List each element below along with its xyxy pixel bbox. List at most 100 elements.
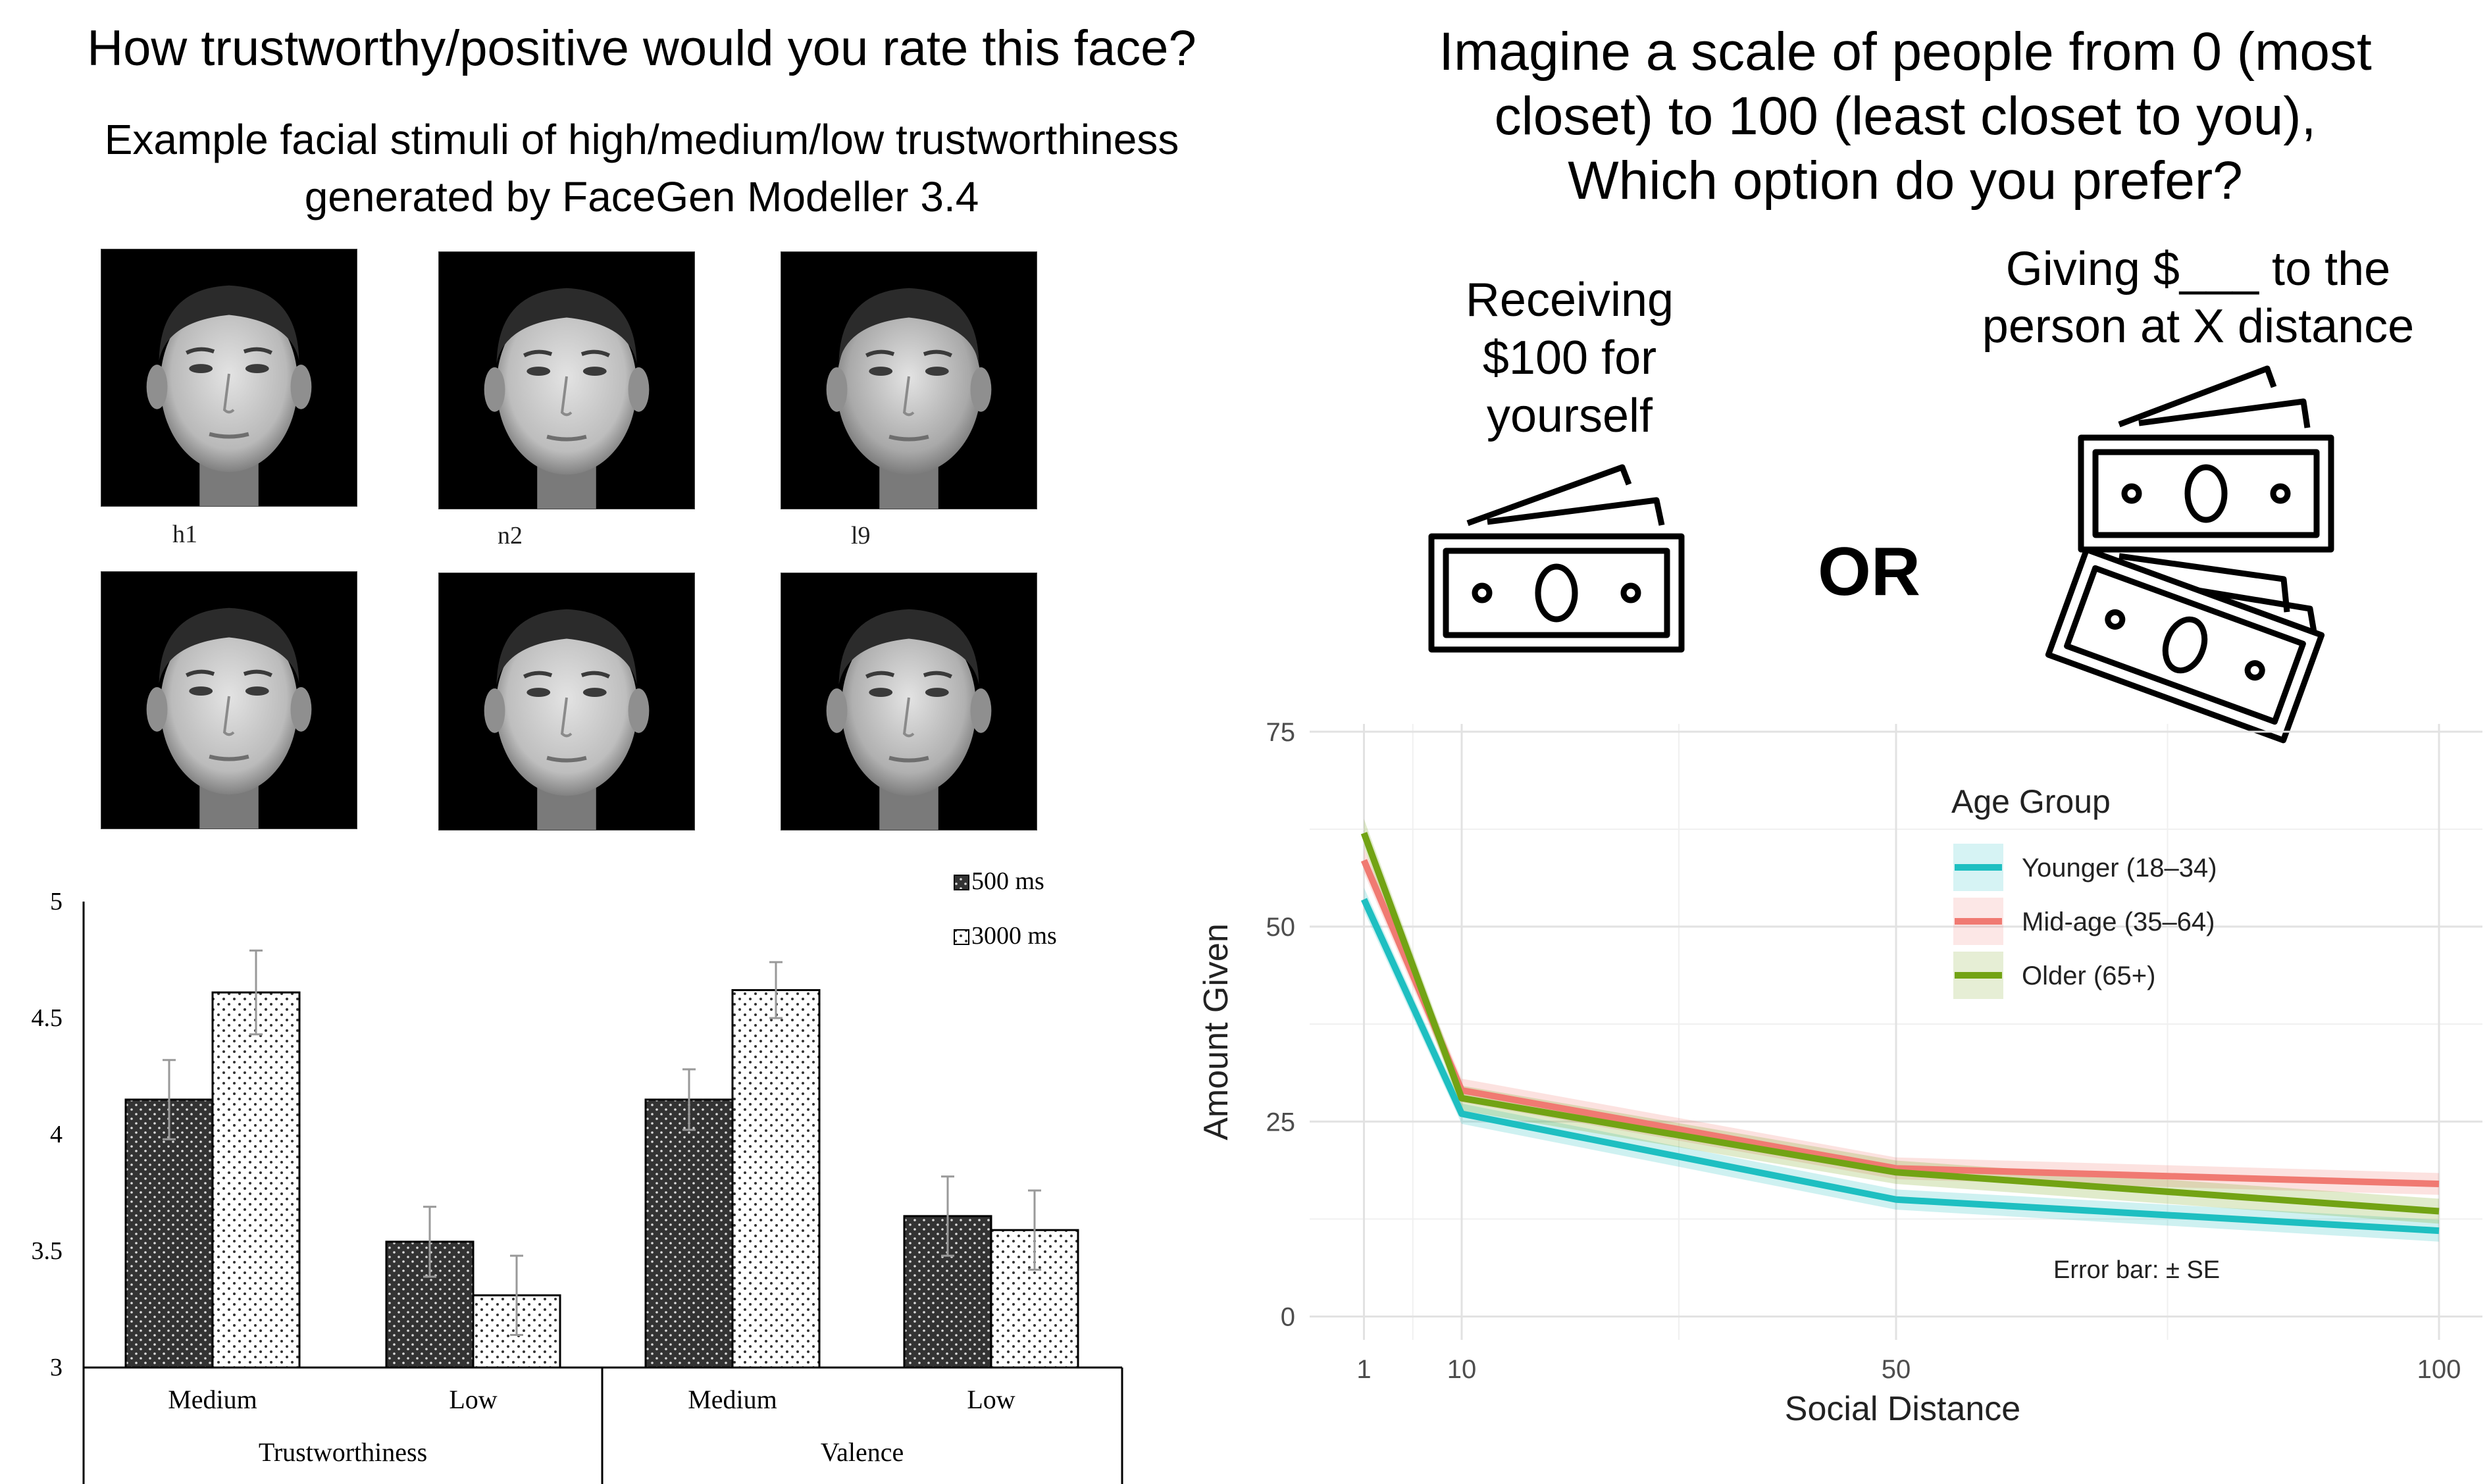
face-label-n2: n2 bbox=[498, 522, 523, 550]
stimuli-caption-line1: Example facial stimuli of high/medium/lo… bbox=[104, 116, 1179, 163]
face-neck bbox=[537, 782, 596, 830]
legend-title: Age Group bbox=[1951, 783, 2111, 820]
face-hair bbox=[159, 607, 299, 684]
series-line bbox=[1360, 832, 2440, 1215]
face-brow-left bbox=[185, 347, 215, 355]
line-chart: 0 25 50 75 1 10 50 100 Social Distance Amount Giv… bbox=[1197, 718, 2482, 1428]
bar-y-tick-label: 3.5 bbox=[32, 1237, 63, 1265]
face-brow-left bbox=[185, 669, 215, 677]
face-mouth bbox=[888, 434, 929, 442]
face-eye-left bbox=[189, 686, 213, 696]
right-question-line1: Imagine a scale of people from 0 (most bbox=[1439, 22, 2372, 82]
bar-category-label: Medium bbox=[688, 1385, 777, 1414]
right-question-line2: closet) to 100 (least closet to you), bbox=[1494, 86, 2317, 146]
line-y-tick-label: 0 bbox=[1281, 1302, 1295, 1331]
face-mouth bbox=[209, 754, 249, 761]
line-x-tick-label: 1 bbox=[1356, 1355, 1371, 1384]
bar-legend-swatch bbox=[954, 929, 969, 945]
series-line bbox=[1360, 859, 2440, 1188]
bar-legend-label: 3000 ms bbox=[971, 922, 1057, 950]
face-label-h1: h1 bbox=[172, 521, 197, 548]
bar-y-tick-label: 5 bbox=[50, 888, 63, 915]
bar-y-tick-label: 4.5 bbox=[32, 1004, 63, 1032]
series-line bbox=[1360, 898, 2440, 1235]
face-nose bbox=[560, 697, 573, 738]
bar-category-label: Medium bbox=[168, 1385, 257, 1414]
face-hair bbox=[496, 609, 637, 685]
face-mouth bbox=[546, 755, 587, 763]
face-mouth bbox=[546, 434, 587, 442]
face-brow-left bbox=[865, 671, 895, 678]
face-ear-right bbox=[970, 688, 992, 733]
legend-label: Younger (18–34) bbox=[2022, 854, 2217, 883]
face-label-l9: l9 bbox=[851, 522, 871, 550]
right-question-line3: Which option do you prefer? bbox=[1568, 151, 2243, 211]
face-hair bbox=[496, 288, 637, 364]
face-brow-right bbox=[923, 671, 953, 678]
line-y-tick-label: 75 bbox=[1266, 718, 1296, 747]
stimuli-caption-line2: generated by FaceGen Modeller 3.4 bbox=[304, 173, 979, 220]
legend-label: Mid-age (35–64) bbox=[2022, 908, 2215, 936]
face-stimulus-high-valence bbox=[101, 571, 357, 829]
y-axis-title: Amount Given bbox=[1197, 923, 1235, 1140]
face-ear-left bbox=[826, 688, 848, 733]
face-nose bbox=[902, 697, 915, 738]
bar-category-label: Low bbox=[967, 1385, 1015, 1414]
bar-legend-label: 500 ms bbox=[971, 867, 1044, 895]
face-eye-right bbox=[245, 686, 269, 696]
option-b-line2: person at X distance bbox=[1982, 300, 2415, 353]
face-brow-left bbox=[523, 671, 553, 678]
bar-y-tick-label: 4 bbox=[50, 1121, 63, 1148]
line-y-tick-label: 25 bbox=[1266, 1108, 1296, 1137]
face-ear-left bbox=[146, 687, 168, 732]
face-ear-right bbox=[628, 688, 650, 733]
face-stimulus-high-trust bbox=[101, 249, 357, 507]
se-ribbon bbox=[1364, 887, 2439, 1242]
face-eye-right bbox=[245, 364, 269, 374]
bar-group-label: Trustworthiness bbox=[259, 1437, 427, 1467]
banknote-stack-icon bbox=[2045, 365, 2334, 744]
bar bbox=[644, 1098, 734, 1369]
bar bbox=[124, 1098, 214, 1369]
legend-label: Older (65+) bbox=[2022, 961, 2155, 990]
face-eye-right bbox=[925, 367, 949, 376]
face-stimulus-low-trust bbox=[781, 251, 1037, 509]
face-ear-right bbox=[290, 365, 312, 409]
error-bar-annotation: Error bar: ± SE bbox=[2053, 1256, 2220, 1284]
face-brow-right bbox=[243, 347, 273, 355]
option-a-line2: $100 for bbox=[1482, 332, 1657, 384]
face-nose bbox=[560, 376, 573, 417]
face-image bbox=[781, 573, 1037, 830]
face-ear-right bbox=[628, 367, 650, 412]
face-neck bbox=[879, 782, 938, 830]
line-y-tick-label: 50 bbox=[1266, 913, 1296, 942]
bar bbox=[731, 989, 821, 1369]
or-label: OR bbox=[1818, 534, 1920, 610]
face-mouth bbox=[888, 755, 929, 763]
line-x-tick-label: 10 bbox=[1447, 1355, 1477, 1384]
face-image bbox=[439, 252, 694, 509]
face-eye-right bbox=[925, 688, 949, 698]
option-b-line1: Giving $___ to the bbox=[2005, 243, 2391, 295]
face-neck bbox=[199, 459, 259, 506]
x-axis-title: Social Distance bbox=[1785, 1390, 2020, 1428]
face-ear-right bbox=[290, 687, 312, 732]
face-neck bbox=[199, 781, 259, 829]
option-a-line3: yourself bbox=[1486, 390, 1653, 442]
face-mouth bbox=[209, 432, 249, 439]
line-x-tick-label: 100 bbox=[2417, 1355, 2461, 1384]
face-eye-left bbox=[869, 688, 893, 698]
face-brow-right bbox=[243, 669, 273, 677]
bar-y-tick-label: 3 bbox=[50, 1354, 63, 1381]
face-brow-left bbox=[865, 349, 895, 357]
se-ribbon bbox=[1364, 848, 2439, 1195]
face-eye-left bbox=[526, 688, 551, 698]
face-stimulus-neutral bbox=[438, 251, 695, 509]
bar-group-label: Valence bbox=[821, 1437, 904, 1467]
bar-legend-swatch bbox=[954, 875, 969, 890]
face-hair bbox=[838, 288, 979, 364]
face-hair bbox=[159, 285, 299, 361]
bar-category-label: Low bbox=[449, 1385, 497, 1414]
face-eye-left bbox=[869, 367, 893, 376]
face-ear-left bbox=[484, 688, 505, 733]
